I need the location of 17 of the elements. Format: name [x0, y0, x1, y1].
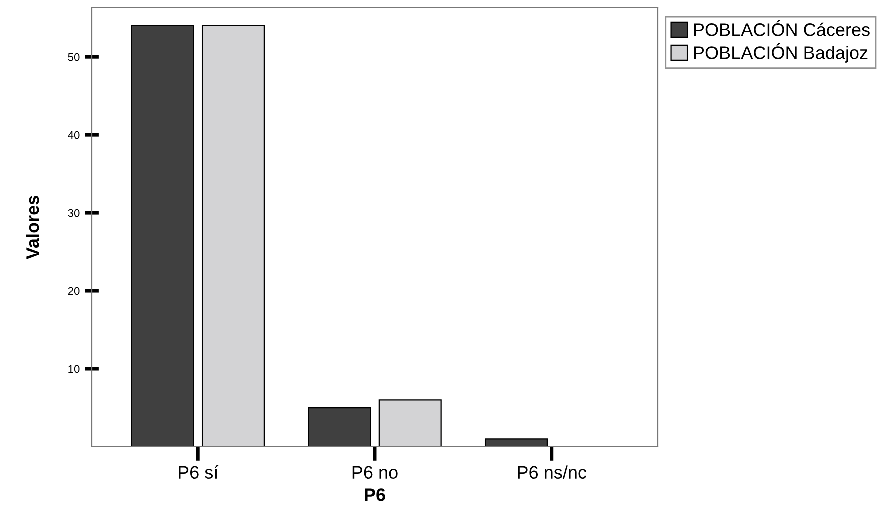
x-tick-label: P6 no: [352, 466, 398, 480]
x-tick-label: P6 sí: [179, 466, 219, 480]
bar: [308, 407, 372, 447]
x-tick-label: P6 ns/nc: [518, 466, 587, 480]
bar: [378, 400, 442, 447]
legend-label: POBLACIÓN Cáceres: [694, 20, 870, 36]
y-axis-title: Valores: [26, 196, 40, 260]
x-axis-title: P6: [365, 488, 386, 502]
bar: [484, 438, 548, 447]
y-tick-label: 30: [68, 209, 80, 218]
bar: [202, 25, 266, 447]
bar: [131, 25, 194, 447]
y-tick-label: 20: [68, 287, 80, 296]
y-tick-label: 40: [68, 131, 80, 140]
legend-label: POBLACIÓN Badajoz: [694, 44, 868, 63]
y-tick-label: 50: [68, 53, 80, 62]
y-tick-label: 10: [68, 365, 80, 374]
